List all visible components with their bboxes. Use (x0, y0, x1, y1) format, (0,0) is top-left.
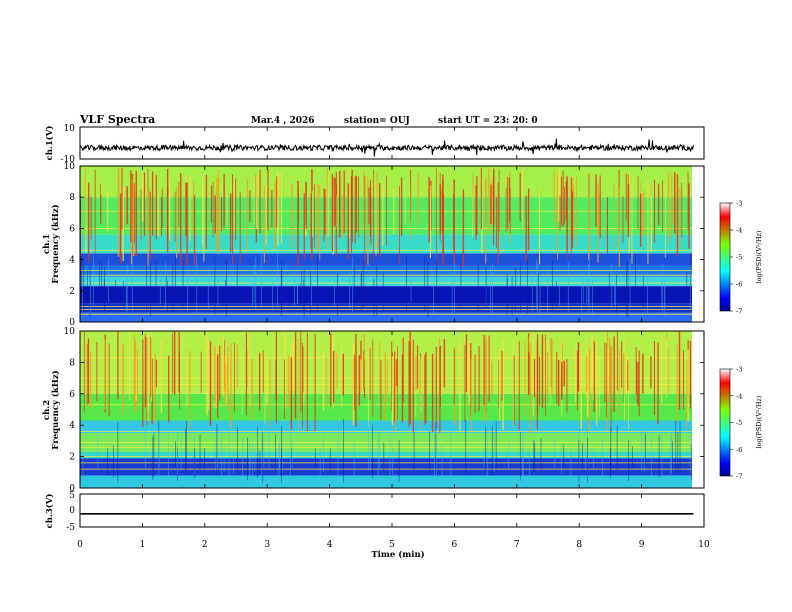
time-tick-label: 2 (202, 540, 208, 550)
colorbar-tick-label: -6 (736, 446, 742, 454)
colorbar-ch2-label: log(PSD)(V²/Hz) (755, 395, 763, 448)
ch3-ytick-middle: 0 (69, 506, 75, 516)
colorbar-tick-label: -4 (736, 392, 742, 400)
colorbar-tick-label: -4 (736, 227, 742, 235)
spectral-band (80, 276, 692, 287)
ch2-frequency-ticks: 0 2 4 6 8 10 (64, 327, 704, 494)
ch1-waveform-trace (79, 138, 694, 157)
panel-ch3-waveform: 5 0 -5 ch.3(V) (44, 491, 705, 533)
panel-ch1-waveform: 10 -10 ch.1(V) (44, 124, 705, 165)
spectral-band (80, 451, 692, 459)
spectral-band (80, 265, 692, 277)
time-tick-label: 8 (576, 540, 582, 550)
spectral-band (80, 286, 692, 304)
ch2-spectrogram-channel-label: ch.2 (42, 400, 52, 420)
colorbar-tick-label: -7 (736, 308, 742, 316)
spectral-band (80, 475, 692, 488)
ch3-waveform-axis-label: ch.3(V) (44, 494, 55, 529)
frequency-tick-label: 8 (69, 358, 75, 368)
time-tick-label: 9 (639, 540, 645, 550)
ch1-ytick-bottom: -10 (61, 155, 76, 165)
spectral-band (80, 303, 692, 313)
frequency-tick-label: 4 (69, 421, 75, 431)
colorbar-tick-label: -7 (736, 473, 742, 481)
colorbar-tick-label: -6 (736, 281, 742, 289)
time-axis-label: Time (min) (371, 549, 424, 560)
time-axis-ticks: 0 1 2 3 4 5 6 7 8 9 10 (77, 127, 710, 550)
time-tick-label: 10 (698, 540, 710, 550)
time-tick-label: 4 (327, 540, 333, 550)
ch3-ytick-top: 5 (69, 491, 75, 501)
panel-ch3-waveform-frame (79, 493, 705, 528)
ch2-spectrogram-image (80, 331, 692, 488)
colorbar-ch2-ticks: -3 -4 -5 -6 -7 (730, 366, 742, 481)
frequency-tick-label: 10 (64, 162, 76, 172)
time-tick-label: 1 (140, 540, 146, 550)
time-tick-label: 3 (264, 540, 270, 550)
colorbar-ch2: -3 -4 -5 -6 -7 log(PSD)(V²/Hz) (719, 366, 763, 481)
frequency-tick-label: 2 (69, 287, 75, 297)
ch2-frequency-axis-label: Frequency (kHz) (50, 370, 61, 449)
spectral-band (80, 312, 692, 322)
ch1-ytick-top: 10 (64, 124, 76, 134)
frequency-tick-label: 8 (69, 193, 75, 203)
frequency-tick-label: 0 (69, 484, 75, 494)
ch1-frequency-ticks: 0 2 4 6 8 10 (64, 162, 704, 328)
colorbar-tick-label: -3 (736, 366, 742, 374)
colorbar-tick-label: -5 (736, 419, 742, 427)
time-tick-label: 6 (452, 540, 458, 550)
spectral-band (80, 458, 692, 476)
header-date: Mar.4 , 2026 (251, 116, 315, 126)
colorbar-ch1-scale (719, 202, 731, 312)
frequency-tick-label: 6 (69, 224, 75, 234)
frequency-tick-label: 6 (69, 390, 75, 400)
figure-title: VLF Spectra (79, 113, 155, 126)
ch1-spectrogram-image (80, 166, 692, 322)
spectral-band (80, 393, 692, 421)
frequency-tick-label: 2 (69, 453, 75, 463)
colorbar-tick-label: -3 (736, 200, 742, 208)
time-tick-label: 7 (514, 540, 520, 550)
ch1-waveform-axis-label: ch.1(V) (44, 126, 55, 161)
frequency-tick-label: 10 (64, 327, 76, 337)
panel-ch2-spectrogram: 0 2 4 6 8 10 ch.2 Frequency (kHz) (42, 327, 705, 494)
header-start-time: start UT = 23: 20: 0 (438, 116, 538, 126)
panel-ch1-waveform-frame (79, 126, 705, 160)
colorbar-ch1-label: log(PSD)(V²/Hz) (755, 230, 763, 283)
colorbar-ch1: -3 -4 -5 -6 -7 log(PSD)(V²/Hz) (719, 200, 763, 316)
colorbar-ch2-scale (719, 368, 731, 477)
ch3-ytick-bottom: -5 (66, 523, 75, 533)
spectral-band (80, 420, 692, 434)
colorbar-ch1-ticks: -3 -4 -5 -6 -7 (730, 200, 742, 316)
spectral-band (80, 166, 692, 198)
ch1-frequency-axis-label: Frequency (kHz) (50, 204, 61, 283)
time-tick-label: 0 (77, 540, 83, 550)
frequency-tick-label: 0 (69, 318, 75, 328)
colorbar-tick-label: -5 (736, 254, 742, 262)
frequency-tick-label: 4 (69, 256, 75, 266)
time-tick-label: 5 (389, 540, 395, 550)
ch1-spectrogram-channel-label: ch.1 (42, 234, 52, 254)
spectral-band (80, 253, 692, 266)
header-station: station= OUJ (344, 116, 410, 126)
panel-ch1-spectrogram: 0 2 4 6 8 10 ch.1 Frequency (kHz) (42, 162, 705, 328)
